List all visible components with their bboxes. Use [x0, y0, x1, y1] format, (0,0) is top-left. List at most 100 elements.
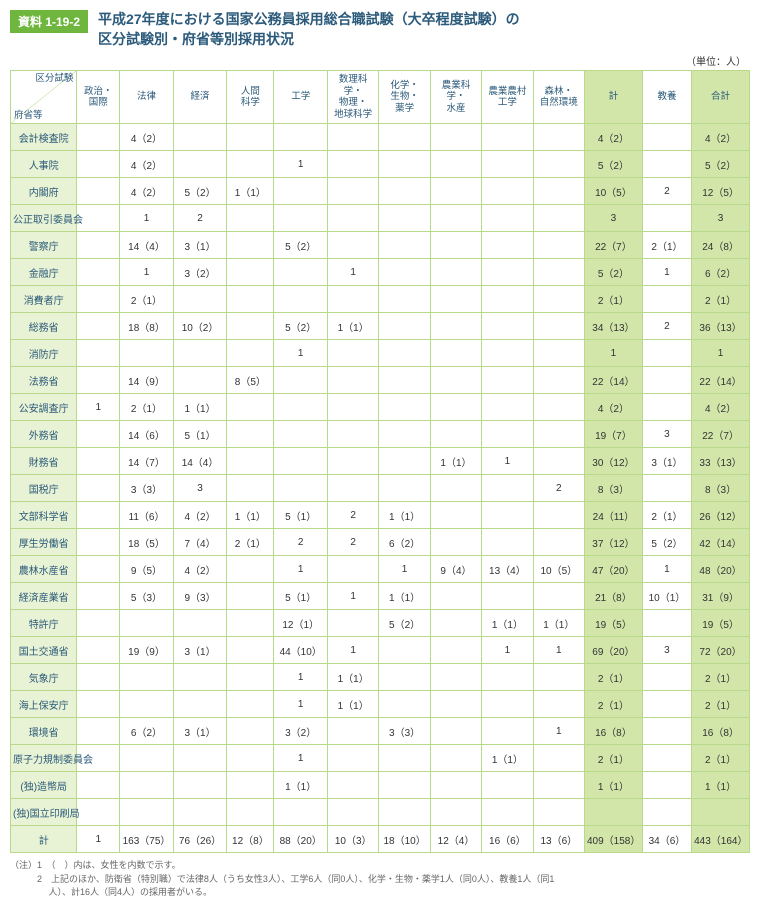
data-cell — [77, 367, 120, 394]
header: 資料 1-19-2 平成27年度における国家公務員採用総合職試験（大卒程度試験）… — [10, 10, 750, 49]
data-cell: 19（5） — [692, 610, 750, 637]
data-cell — [327, 232, 378, 259]
data-cell — [533, 340, 584, 367]
data-cell: 7（4） — [173, 529, 227, 556]
data-cell: 10（2） — [173, 313, 227, 340]
data-cell: 1 — [274, 151, 328, 178]
data-cell — [642, 799, 691, 826]
unit-label: （単位：人） — [14, 53, 746, 68]
row-header: 公正取引委員会 — [11, 205, 77, 232]
data-cell: 18（5） — [120, 529, 174, 556]
data-cell — [533, 124, 584, 151]
data-cell: 163（75） — [120, 826, 174, 853]
data-cell — [430, 421, 481, 448]
data-cell — [430, 394, 481, 421]
data-cell: 1（1） — [379, 502, 430, 529]
data-cell: 5（2） — [585, 151, 643, 178]
data-cell: 37（12） — [585, 529, 643, 556]
data-cell: 11（6） — [120, 502, 174, 529]
data-cell: 12（4） — [430, 826, 481, 853]
data-cell: 4（2） — [692, 394, 750, 421]
data-cell — [642, 691, 691, 718]
data-cell — [173, 799, 227, 826]
data-cell: 3（1） — [173, 637, 227, 664]
corner-top-label: 区分試験 — [35, 73, 73, 84]
column-header: 農業農村 工学 — [482, 71, 533, 124]
data-cell: 1 — [692, 340, 750, 367]
data-cell — [327, 556, 378, 583]
data-cell — [692, 799, 750, 826]
table-row: 人事院4（2）15（2）5（2） — [11, 151, 750, 178]
data-cell: 16（6） — [482, 826, 533, 853]
data-cell — [642, 772, 691, 799]
data-cell — [379, 259, 430, 286]
data-cell: 2 — [642, 178, 691, 205]
data-cell: 4（2） — [120, 151, 174, 178]
table-row: 厚生労働省18（5）7（4）2（1）226（2）37（12）5（2）42（14） — [11, 529, 750, 556]
data-cell — [379, 367, 430, 394]
data-cell — [173, 340, 227, 367]
data-cell: 1 — [274, 556, 328, 583]
data-cell: 22（14） — [692, 367, 750, 394]
data-cell: 88（20） — [274, 826, 328, 853]
footnotes: （注）1 （ ）内は、女性を内数で示す。 2 上記のほか、防衛省（特別職）で法律… — [10, 859, 750, 900]
data-cell — [227, 799, 274, 826]
data-cell: 1（1） — [227, 178, 274, 205]
data-cell: 5（2） — [274, 232, 328, 259]
table-row: 消防庁111 — [11, 340, 750, 367]
data-cell — [77, 178, 120, 205]
column-header: 経済 — [173, 71, 227, 124]
data-cell — [642, 745, 691, 772]
data-cell — [120, 799, 174, 826]
data-cell: 2 — [173, 205, 227, 232]
data-cell: 2（1） — [227, 529, 274, 556]
data-cell — [482, 475, 533, 502]
data-cell — [77, 583, 120, 610]
data-cell: 1 — [482, 448, 533, 475]
data-cell: 6（2） — [120, 718, 174, 745]
total-row: 計1163（75）76（26）12（8）88（20）10（3）18（10）12（… — [11, 826, 750, 853]
corner-cell: 区分試験 府省等 — [11, 71, 77, 124]
row-header: 警察庁 — [11, 232, 77, 259]
data-cell: 5（1） — [274, 502, 328, 529]
table-row: 文部科学省11（6）4（2）1（1）5（1）21（1）24（11）2（1）26（… — [11, 502, 750, 529]
data-cell — [327, 367, 378, 394]
data-cell — [120, 610, 174, 637]
data-cell — [120, 664, 174, 691]
data-cell — [533, 394, 584, 421]
column-header: 人間 科学 — [227, 71, 274, 124]
data-cell — [430, 799, 481, 826]
data-cell — [482, 583, 533, 610]
table-row: 気象庁11（1）2（1）2（1） — [11, 664, 750, 691]
data-cell: 1 — [482, 637, 533, 664]
data-cell: 1（1） — [173, 394, 227, 421]
data-cell — [173, 745, 227, 772]
data-cell: 14（6） — [120, 421, 174, 448]
data-cell: 4（2） — [585, 394, 643, 421]
row-header: 海上保安庁 — [11, 691, 77, 718]
data-cell — [430, 340, 481, 367]
data-cell: 2（1） — [692, 745, 750, 772]
data-cell: 1（1） — [327, 691, 378, 718]
data-cell — [482, 124, 533, 151]
data-cell: 18（8） — [120, 313, 174, 340]
data-cell — [379, 340, 430, 367]
data-cell: 4（2） — [585, 124, 643, 151]
data-cell: 18（10） — [379, 826, 430, 853]
data-cell: 2（1） — [585, 286, 643, 313]
data-cell: 1 — [120, 205, 174, 232]
data-cell — [227, 394, 274, 421]
row-header: 国土交通省 — [11, 637, 77, 664]
data-cell: 4（2） — [173, 502, 227, 529]
data-cell: 3 — [692, 205, 750, 232]
data-cell: 1 — [77, 826, 120, 853]
data-cell: 1 — [274, 745, 328, 772]
data-cell — [379, 664, 430, 691]
data-cell: 8（3） — [692, 475, 750, 502]
data-cell: 1（1） — [692, 772, 750, 799]
data-cell: 1（1） — [327, 664, 378, 691]
data-cell: 10（5） — [585, 178, 643, 205]
row-header: 特許庁 — [11, 610, 77, 637]
data-cell — [77, 259, 120, 286]
data-cell — [533, 799, 584, 826]
